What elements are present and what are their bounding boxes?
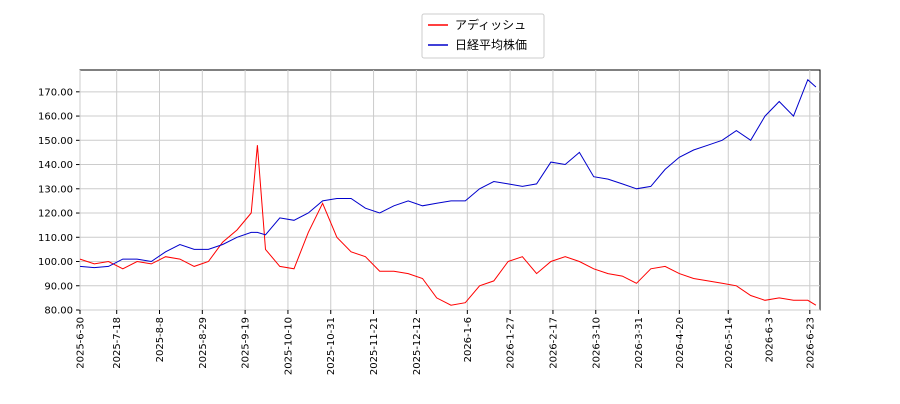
y-tick-label: 140.00	[38, 160, 73, 171]
x-tick-label: 2025-9-19	[241, 317, 252, 369]
x-tick-label: 2025-12-12	[412, 317, 423, 375]
x-tick-label: 2025-10-10	[283, 317, 294, 375]
y-tick-label: 110.00	[38, 233, 73, 244]
x-tick-label: 2026-3-31	[634, 317, 645, 369]
x-tick-label: 2026-6-23	[805, 317, 816, 369]
x-tick-label: 2026-1-27	[506, 317, 517, 369]
y-tick-label: 160.00	[38, 112, 73, 123]
y-tick-label: 80.00	[44, 306, 73, 317]
series-line	[79, 78, 817, 269]
x-tick-label: 2025-8-29	[198, 317, 209, 369]
legend-label: アディッシュ	[455, 17, 526, 32]
x-tick-label: 2026-3-10	[591, 317, 602, 369]
legend-label: 日経平均株価	[455, 37, 527, 52]
x-tick-label: 2025-6-30	[76, 317, 87, 369]
x-tick-label: 2025-10-31	[326, 317, 337, 375]
y-tick-label: 150.00	[38, 136, 73, 147]
legend-box	[421, 13, 545, 59]
y-tick-label: 130.00	[38, 184, 73, 195]
plot-frame	[79, 69, 821, 311]
x-tick-label: 2026-2-17	[548, 317, 559, 369]
x-tick-label: 2026-5-14	[724, 317, 735, 369]
x-tick-label: 2026-1-6	[463, 317, 474, 362]
x-tick-label: 2026-4-20	[675, 317, 686, 369]
x-tick-label: 2025-8-8	[155, 317, 166, 362]
y-tick-label: 90.00	[44, 281, 73, 292]
y-tick-label: 120.00	[38, 209, 73, 220]
y-tick-label: 100.00	[38, 257, 73, 268]
x-tick-label: 2025-7-18	[112, 317, 123, 369]
series-line	[79, 145, 817, 306]
y-tick-label: 170.00	[38, 87, 73, 98]
x-tick-label: 2026-6-3	[765, 317, 776, 362]
x-tick-label: 2025-11-21	[369, 317, 380, 375]
